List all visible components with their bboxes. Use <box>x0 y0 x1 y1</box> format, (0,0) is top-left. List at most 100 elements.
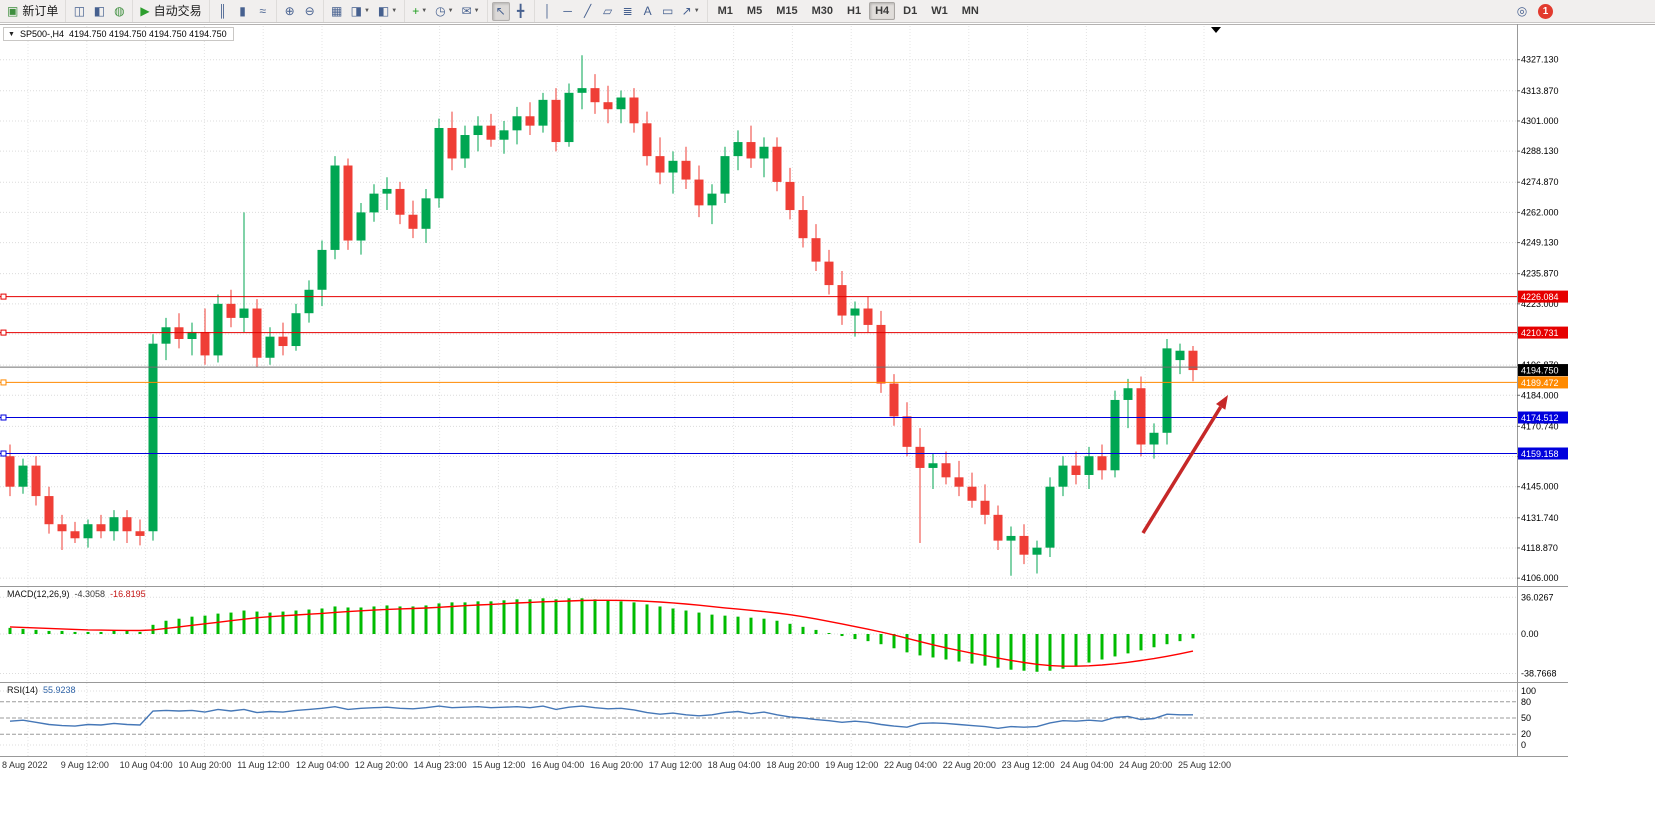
new-order-button[interactable]: ▣ 新订单 <box>7 3 59 18</box>
timeframe-M5[interactable]: M5 <box>746 5 763 17</box>
market-watch-icon[interactable]: ◫ <box>73 3 86 18</box>
svg-text:23 Aug 12:00: 23 Aug 12:00 <box>1002 760 1055 770</box>
trendline-icon[interactable]: ╱ <box>584 3 592 18</box>
cursor-icon[interactable]: ↖ <box>491 1 510 21</box>
horizontal-line-icon[interactable]: ─ <box>563 3 572 18</box>
candlestick-chart-icon[interactable]: ▮ <box>239 3 246 18</box>
crosshair-icon[interactable]: ╋ <box>517 3 525 18</box>
svg-text:4106.000: 4106.000 <box>1521 573 1559 583</box>
web-community-icon[interactable]: ◍ <box>114 3 125 18</box>
grid <box>0 26 1517 756</box>
svg-text:9 Aug 12:00: 9 Aug 12:00 <box>61 760 109 770</box>
svg-text:19 Aug 12:00: 19 Aug 12:00 <box>825 760 878 770</box>
toolbar-right-group: ◎ 1 <box>1512 0 1553 23</box>
svg-text:14 Aug 23:00: 14 Aug 23:00 <box>414 760 467 770</box>
svg-text:36.0267: 36.0267 <box>1521 592 1554 602</box>
line-chart-icon[interactable]: ≈ <box>259 3 266 18</box>
hline-handle[interactable] <box>0 450 7 457</box>
svg-text:22 Aug 04:00: 22 Aug 04:00 <box>884 760 937 770</box>
text-tool-icon[interactable]: A <box>643 3 652 18</box>
auto-arrange-icon[interactable]: ◨ ▼ <box>350 3 370 18</box>
timeframe-H4[interactable]: H4 <box>869 2 896 20</box>
fibonacci-icon[interactable]: ≣ <box>622 3 633 18</box>
timeframe-M15[interactable]: M15 <box>776 5 798 17</box>
svg-text:10 Aug 20:00: 10 Aug 20:00 <box>178 760 231 770</box>
period-icon[interactable]: ◷ ▼ <box>435 3 454 18</box>
data-window-icon[interactable]: ◧ <box>93 3 106 18</box>
svg-text:4249.130: 4249.130 <box>1521 238 1559 248</box>
toolbar-group: ⊕ ⊖ <box>277 0 324 22</box>
arrows-tool-icon[interactable]: ↗ ▼ <box>681 3 700 18</box>
zoom-out-icon[interactable]: ⊖ <box>304 3 315 18</box>
panel-frame <box>0 24 1655 757</box>
svg-text:4262.000: 4262.000 <box>1521 207 1559 217</box>
svg-text:0: 0 <box>1521 740 1526 750</box>
price-badge <box>1518 447 1568 460</box>
hline-handle[interactable] <box>0 414 7 421</box>
toolbar-group: ▶ 自动交易 <box>133 0 210 22</box>
timeframe-H1[interactable]: H1 <box>847 5 862 17</box>
price-badge <box>1518 376 1568 389</box>
vertical-line-icon[interactable]: │ <box>543 3 552 18</box>
trend-arrow[interactable] <box>1141 395 1228 534</box>
search-icon[interactable]: ◎ <box>1516 4 1528 18</box>
hline-handle[interactable] <box>0 329 7 336</box>
svg-text:17 Aug 12:00: 17 Aug 12:00 <box>649 760 702 770</box>
toolbar-group: │ ─ ╱ ▱ ≣ A ▭ ↗ ▼ <box>535 0 708 22</box>
equidistant-channel-icon[interactable]: ▱ <box>603 3 613 18</box>
timeframe-M30[interactable]: M30 <box>811 5 834 17</box>
hline-handle[interactable] <box>0 379 7 386</box>
macd-main-value: -4.3058 <box>74 589 106 599</box>
macd-indicator <box>8 598 1195 672</box>
timeframe-W1[interactable]: W1 <box>931 5 948 17</box>
svg-text:4174.512: 4174.512 <box>1521 413 1559 423</box>
svg-text:0.00: 0.00 <box>1521 629 1539 639</box>
toolbar-group: + ▼ ◷ ▼ ✉ ▼ <box>405 0 488 22</box>
add-indicator-icon[interactable]: + ▼ <box>412 3 428 18</box>
macd-signal-line <box>9 599 1194 667</box>
toolbar-group: ▣ 新订单 <box>0 0 67 22</box>
rsi-name: RSI(14) <box>7 685 39 695</box>
svg-text:4327.130: 4327.130 <box>1521 55 1559 65</box>
svg-text:20: 20 <box>1521 729 1531 739</box>
template-icon[interactable]: ✉ ▼ <box>461 3 480 18</box>
svg-text:24 Aug 04:00: 24 Aug 04:00 <box>1060 760 1113 770</box>
svg-text:25 Aug 12:00: 25 Aug 12:00 <box>1178 760 1231 770</box>
svg-text:4210.731: 4210.731 <box>1521 328 1559 338</box>
svg-text:10 Aug 04:00: 10 Aug 04:00 <box>120 760 173 770</box>
svg-text:4223.000: 4223.000 <box>1521 299 1559 309</box>
svg-text:4274.870: 4274.870 <box>1521 177 1559 187</box>
chart-shift-icon[interactable]: ◧ ▼ <box>377 3 398 18</box>
rsi-indicator <box>9 705 1193 730</box>
macd-label: MACD(12,26,9) -4.3058 -16.8195 <box>7 589 146 599</box>
tile-windows-icon[interactable]: ▦ <box>330 3 343 18</box>
timeframe-MN[interactable]: MN <box>961 5 979 17</box>
time-axis[interactable]: 8 Aug 2022 9 Aug 12:00 10 Aug 04:00 10 Aug … <box>2 760 1231 770</box>
svg-text:4313.870: 4313.870 <box>1521 86 1559 96</box>
notifications-badge[interactable]: 1 <box>1538 4 1553 19</box>
hline-handle[interactable] <box>0 293 7 300</box>
price-badge <box>1518 411 1568 424</box>
svg-text:4184.000: 4184.000 <box>1521 390 1559 400</box>
price-badge <box>1518 326 1568 339</box>
rsi-value: 55.9238 <box>43 685 76 695</box>
svg-text:16 Aug 04:00: 16 Aug 04:00 <box>531 760 584 770</box>
zoom-in-icon[interactable]: ⊕ <box>284 3 295 18</box>
bar-chart-icon[interactable]: ║ <box>218 3 227 18</box>
svg-text:4131.740: 4131.740 <box>1521 513 1559 523</box>
price-axis[interactable]: 4327.130 4313.870 4301.000 4288.130 4274.870… <box>1517 55 1559 750</box>
chart-title: SP500-,H4 <box>19 29 64 39</box>
label-tool-icon[interactable]: ▭ <box>661 3 674 18</box>
timeframe-group: M1 M5 M15 M30 H1 H4 D1 W1 MN <box>708 0 989 22</box>
rsi-line <box>9 705 1193 730</box>
horizontal-lines <box>0 293 1517 457</box>
candles <box>5 55 1198 576</box>
collapse-panel-icon[interactable]: ▼ <box>8 30 15 38</box>
svg-text:24 Aug 20:00: 24 Aug 20:00 <box>1119 760 1172 770</box>
chart-shift-marker[interactable] <box>1211 27 1221 33</box>
timeframe-D1[interactable]: D1 <box>903 5 918 17</box>
auto-trading-button[interactable]: ▶ 自动交易 <box>140 3 202 18</box>
macd-signal-value: -16.8195 <box>110 589 146 599</box>
timeframe-M1[interactable]: M1 <box>717 5 733 17</box>
